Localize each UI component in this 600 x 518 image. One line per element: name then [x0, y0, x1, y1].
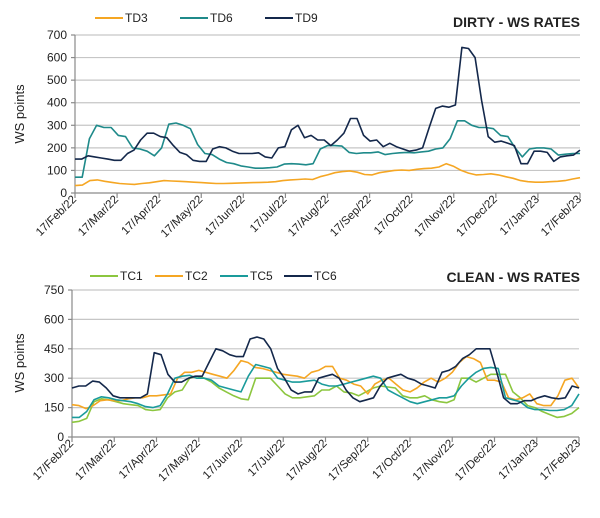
x-tick-label: 17/Jan/23 [497, 438, 541, 482]
legend-label-td3: TD3 [125, 11, 148, 25]
legend-label-td6: TD6 [210, 11, 233, 25]
x-tick-label: 17/Jul/22 [248, 194, 289, 235]
x-tick-label: 17/Nov/22 [411, 438, 457, 484]
x-tick-label: 17/Feb/23 [538, 438, 583, 483]
x-tick-label: 17/Feb/22 [31, 438, 76, 483]
y-tick-label: 0 [57, 430, 64, 444]
x-tick-label: 17/Apr/22 [117, 438, 161, 482]
y-tick-label: 450 [44, 342, 64, 356]
x-tick-label: 17/Jan/23 [498, 194, 542, 238]
x-tick-label: 17/Jun/22 [201, 438, 245, 482]
gridlines [75, 34, 580, 172]
x-tick-label: 17/Mar/22 [73, 438, 118, 483]
y-tick-labels: 0 100 200 300 400 500 600 700 [47, 28, 67, 200]
x-tick-label: 17/Dec/22 [453, 438, 499, 484]
x-tick-label: 17/Sep/22 [328, 194, 374, 240]
series-line-td9 [75, 46, 581, 165]
gridlines [72, 289, 579, 409]
series-lines [74, 46, 581, 187]
series-line-td3 [74, 162, 581, 187]
y-tick-label: 600 [44, 312, 64, 326]
legend: TD3 TD6 TD9 [95, 11, 318, 25]
x-tick-label: 17/Feb/23 [539, 194, 584, 239]
dirty-ws-rates-chart: DIRTY - WS RATES WS points 0 100 200 300 400… [12, 11, 584, 240]
series-line-tc2 [71, 355, 580, 410]
legend-label-tc2: TC2 [185, 269, 208, 283]
y-tick-label: 300 [44, 371, 64, 385]
chart-title: CLEAN - WS RATES [446, 269, 580, 285]
x-tick-label: 17/Dec/22 [454, 194, 500, 240]
y-tick-label: 100 [47, 163, 67, 177]
y-tick-label: 300 [47, 118, 67, 132]
chart-title: DIRTY - WS RATES [453, 14, 580, 30]
y-tick-label: 400 [47, 96, 67, 110]
y-tick-labels: 0 150 300 450 600 750 [44, 283, 64, 444]
axes [68, 289, 580, 442]
x-tick-label: 17/Apr/22 [120, 194, 164, 238]
series-line-tc6 [71, 336, 580, 405]
x-tick-label: 17/Nov/22 [412, 194, 458, 240]
legend-label-tc1: TC1 [120, 269, 143, 283]
y-axis-title: WS points [12, 333, 27, 393]
y-tick-label: 750 [44, 283, 64, 297]
legend: TC1 TC2 TC5 TC6 [90, 269, 337, 283]
x-tick-label: 17/Feb/22 [34, 194, 79, 239]
legend-label-tc6: TC6 [314, 269, 337, 283]
y-tick-label: 500 [47, 73, 67, 87]
x-tick-label: 17/May/22 [156, 438, 202, 484]
axes [71, 34, 581, 198]
y-axis-title: WS points [12, 84, 27, 144]
x-tick-label: 17/Aug/22 [286, 194, 332, 240]
y-tick-label: 700 [47, 28, 67, 42]
x-tick-label: 17/Aug/22 [284, 438, 330, 484]
series-lines [71, 336, 580, 424]
x-tick-label: 17/Jul/22 [246, 438, 287, 479]
y-tick-label: 200 [47, 141, 67, 155]
series-line-tc1 [71, 373, 580, 424]
x-tick-label: 17/Sep/22 [326, 438, 372, 484]
x-tick-label: 17/May/22 [159, 194, 205, 240]
x-tick-labels: 17/Feb/2217/Mar/2217/Apr/2217/May/2217/J… [31, 438, 583, 484]
y-tick-label: 600 [47, 51, 67, 65]
series-line-tc5 [72, 363, 580, 419]
x-tick-label: 17/Oct/22 [372, 194, 416, 238]
y-tick-label: 150 [44, 401, 64, 415]
x-tick-label: 17/Jun/22 [203, 194, 247, 238]
legend-label-td9: TD9 [295, 11, 318, 25]
x-tick-label: 17/Mar/22 [76, 194, 121, 239]
y-tick-label: 0 [60, 186, 67, 200]
series-line-td6 [75, 120, 580, 178]
x-tick-label: 17/Oct/22 [370, 438, 414, 482]
x-tick-labels: 17/Feb/2217/Mar/2217/Apr/2217/May/2217/J… [34, 194, 584, 240]
legend-label-tc5: TC5 [250, 269, 273, 283]
clean-ws-rates-chart: CLEAN - WS RATES WS points 0 150 300 450 600… [12, 269, 583, 484]
